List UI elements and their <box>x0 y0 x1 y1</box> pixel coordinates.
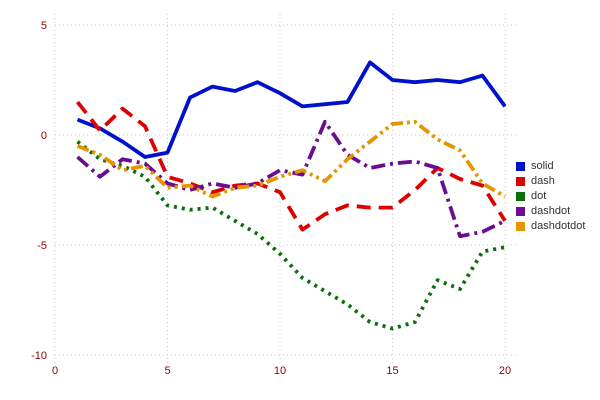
legend-item-dot: dot <box>516 191 585 202</box>
svg-text:15: 15 <box>386 365 398 377</box>
legend-item-dashdotdot: dashdotdot <box>516 221 585 232</box>
svg-text:20: 20 <box>499 365 511 377</box>
svg-text:0: 0 <box>41 130 47 142</box>
legend-swatch-dash <box>516 177 525 186</box>
legend-label-dash: dash <box>531 175 555 187</box>
legend-swatch-dashdotdot <box>516 222 525 231</box>
svg-text:5: 5 <box>164 365 170 377</box>
legend-swatch-solid <box>516 162 525 171</box>
svg-text:5: 5 <box>41 20 47 32</box>
legend-item-solid: solid <box>516 161 585 172</box>
legend-item-dash: dash <box>516 176 585 187</box>
legend-swatch-dashdot <box>516 207 525 216</box>
legend-label-dashdotdot: dashdotdot <box>531 220 586 232</box>
legend-swatch-dot <box>516 192 525 201</box>
svg-text:10: 10 <box>274 365 286 377</box>
legend-label-dot: dot <box>531 190 547 202</box>
legend-item-dashdot: dashdot <box>516 206 585 217</box>
svg-text:-10: -10 <box>31 350 47 362</box>
svg-text:-5: -5 <box>37 240 47 252</box>
legend-label-dashdot: dashdot <box>531 205 571 217</box>
legend-label-solid: solid <box>531 160 554 172</box>
chart-legend: solid dash dot dashdot dashdotdot <box>516 161 585 232</box>
svg-text:0: 0 <box>52 365 58 377</box>
